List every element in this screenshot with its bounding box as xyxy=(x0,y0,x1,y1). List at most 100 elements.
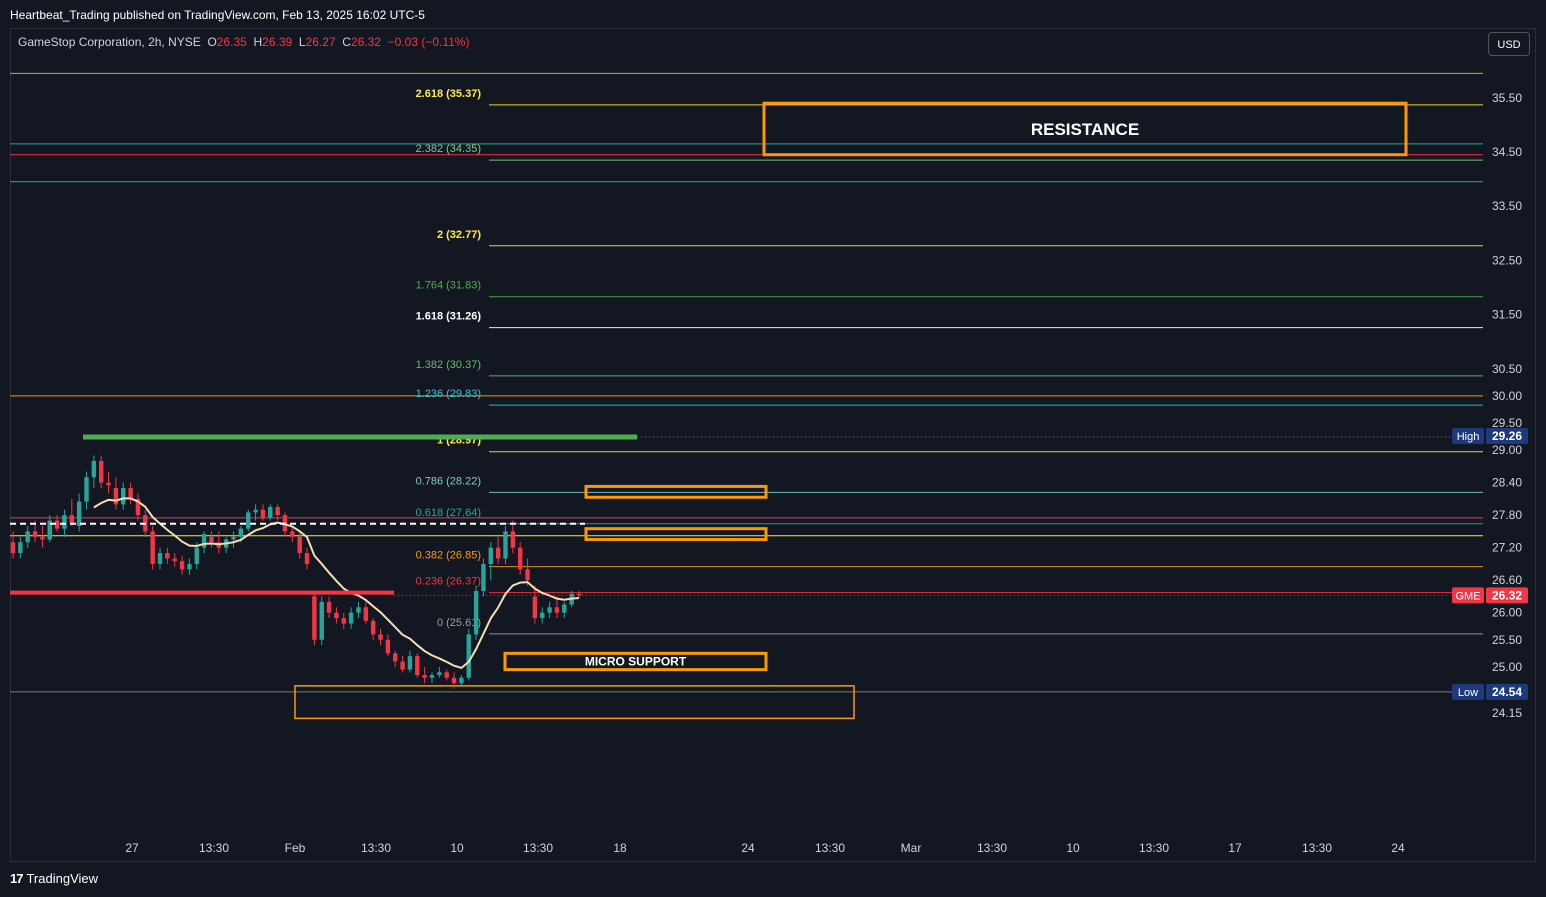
fib-label-10: 0.382 (26.85) xyxy=(416,550,481,562)
candle-body-27 xyxy=(209,536,214,543)
candle-body-31 xyxy=(238,528,244,537)
candle-body-63 xyxy=(473,591,479,635)
publish-header: Heartbeat_Trading published on TradingVi… xyxy=(0,0,1546,28)
candle-body-41 xyxy=(312,596,317,640)
price-tag-value-bg-1 xyxy=(1486,587,1528,604)
x-tick-6: 18 xyxy=(613,841,627,855)
candle-body-44 xyxy=(334,612,339,619)
candle-body-33 xyxy=(253,509,258,513)
candle-body-7 xyxy=(62,515,67,529)
y-tick-12: 26.60 xyxy=(1492,573,1522,587)
candle-body-12 xyxy=(99,460,104,483)
candle-body-39 xyxy=(297,536,302,554)
zone-box-0 xyxy=(762,101,1408,157)
candle-body-52 xyxy=(393,653,398,662)
candle-body-57 xyxy=(429,675,435,678)
x-tick-13: 17 xyxy=(1228,841,1242,855)
candle-body-14 xyxy=(113,488,119,505)
candle-body-24 xyxy=(187,563,192,570)
low-value: 26.27 xyxy=(305,35,336,49)
candle-body-74 xyxy=(554,607,560,613)
fib-label-4: 1.618 (31.26) xyxy=(416,311,482,323)
candle-body-34 xyxy=(260,509,266,518)
x-tick-2: Feb xyxy=(285,841,306,855)
y-tick-1: 34.50 xyxy=(1492,145,1522,159)
candle-body-53 xyxy=(400,661,405,670)
candle-body-30 xyxy=(231,536,236,540)
open-value: 26.35 xyxy=(216,35,247,49)
price-tag-value-2: 24.54 xyxy=(1492,685,1522,699)
fib-label-1: 2.382 (34.35) xyxy=(416,143,481,155)
x-tick-12: 13:30 xyxy=(1139,841,1169,855)
currency-button[interactable]: USD xyxy=(1488,32,1530,56)
candle-body-35 xyxy=(268,507,273,518)
candle-body-60 xyxy=(451,677,457,684)
candle-body-43 xyxy=(326,601,332,613)
candle-body-0 xyxy=(10,542,16,554)
y-tick-13: 26.00 xyxy=(1492,606,1522,620)
candle-body-51 xyxy=(385,639,391,654)
candle-body-59 xyxy=(444,672,449,678)
fib-label-0: 2.618 (35.37) xyxy=(416,88,482,100)
moving-average-line xyxy=(93,497,580,669)
candle-body-22 xyxy=(172,558,177,562)
price-tag-bg-1 xyxy=(1452,587,1484,604)
candle-body-68 xyxy=(510,531,516,548)
y-tick-10: 27.80 xyxy=(1492,508,1522,522)
candle-body-66 xyxy=(495,547,501,559)
candle-body-56 xyxy=(422,675,427,678)
candle-body-25 xyxy=(194,547,199,564)
high-value: 26.39 xyxy=(262,35,293,49)
brand-name: TradingView xyxy=(26,871,99,886)
x-tick-10: 13:30 xyxy=(977,841,1007,855)
symbol-legend: GameStop Corporation, 2h, NYSE O26.35 H2… xyxy=(18,35,469,49)
candle-body-21 xyxy=(165,553,170,559)
y-tick-7: 29.50 xyxy=(1492,416,1522,430)
fib-label-3: 1.764 (31.83) xyxy=(416,280,481,292)
price-tag-name-2: Low xyxy=(1458,687,1478,699)
y-tick-15: 25.00 xyxy=(1492,660,1522,674)
x-tick-9: Mar xyxy=(901,841,922,855)
candle-body-40 xyxy=(304,553,310,564)
candle-body-67 xyxy=(503,531,508,559)
candle-body-2 xyxy=(25,531,30,543)
close-value: 26.32 xyxy=(350,35,381,49)
x-tick-14: 13:30 xyxy=(1302,841,1332,855)
candle-body-38 xyxy=(290,531,295,537)
candle-body-13 xyxy=(106,482,111,486)
candle-body-65 xyxy=(488,547,493,564)
close-label: C xyxy=(342,35,351,49)
price-tag-name-1: GME xyxy=(1455,590,1480,602)
candle-body-3 xyxy=(32,531,38,537)
x-tick-8: 13:30 xyxy=(815,841,845,855)
candle-body-17 xyxy=(135,498,141,516)
candle-body-73 xyxy=(547,607,552,613)
footer-brand: 17 TradingView xyxy=(10,871,98,886)
y-tick-4: 31.50 xyxy=(1492,308,1522,322)
candle-body-58 xyxy=(437,672,442,676)
x-tick-11: 10 xyxy=(1066,841,1080,855)
price-tag-value-bg-2 xyxy=(1486,683,1528,700)
candle-body-54 xyxy=(407,656,413,670)
candle-body-26 xyxy=(201,534,207,548)
symbol-name: GameStop Corporation, 2h, NYSE xyxy=(18,35,201,49)
y-tick-3: 32.50 xyxy=(1492,253,1522,267)
zone-label-3: MICRO SUPPORT xyxy=(585,654,687,668)
chart-panel[interactable] xyxy=(10,28,1536,862)
candle-body-70 xyxy=(525,569,530,581)
open-label: O xyxy=(207,35,217,49)
candle-body-64 xyxy=(481,563,486,592)
candle-body-55 xyxy=(415,656,420,676)
fib-label-2: 2 (32.77) xyxy=(437,229,481,241)
candle-body-15 xyxy=(121,488,126,505)
candle-body-19 xyxy=(150,531,155,564)
candle-body-62 xyxy=(466,634,471,678)
candle-body-1 xyxy=(18,542,23,554)
zone-box-2 xyxy=(584,527,768,542)
fib-label-11: 0.236 (26.37) xyxy=(416,576,481,588)
zone-box-3 xyxy=(503,651,768,672)
candle-body-23 xyxy=(179,561,185,570)
fib-label-6: 1.236 (29.83) xyxy=(416,388,481,400)
price-tag-bg-2 xyxy=(1452,683,1484,700)
